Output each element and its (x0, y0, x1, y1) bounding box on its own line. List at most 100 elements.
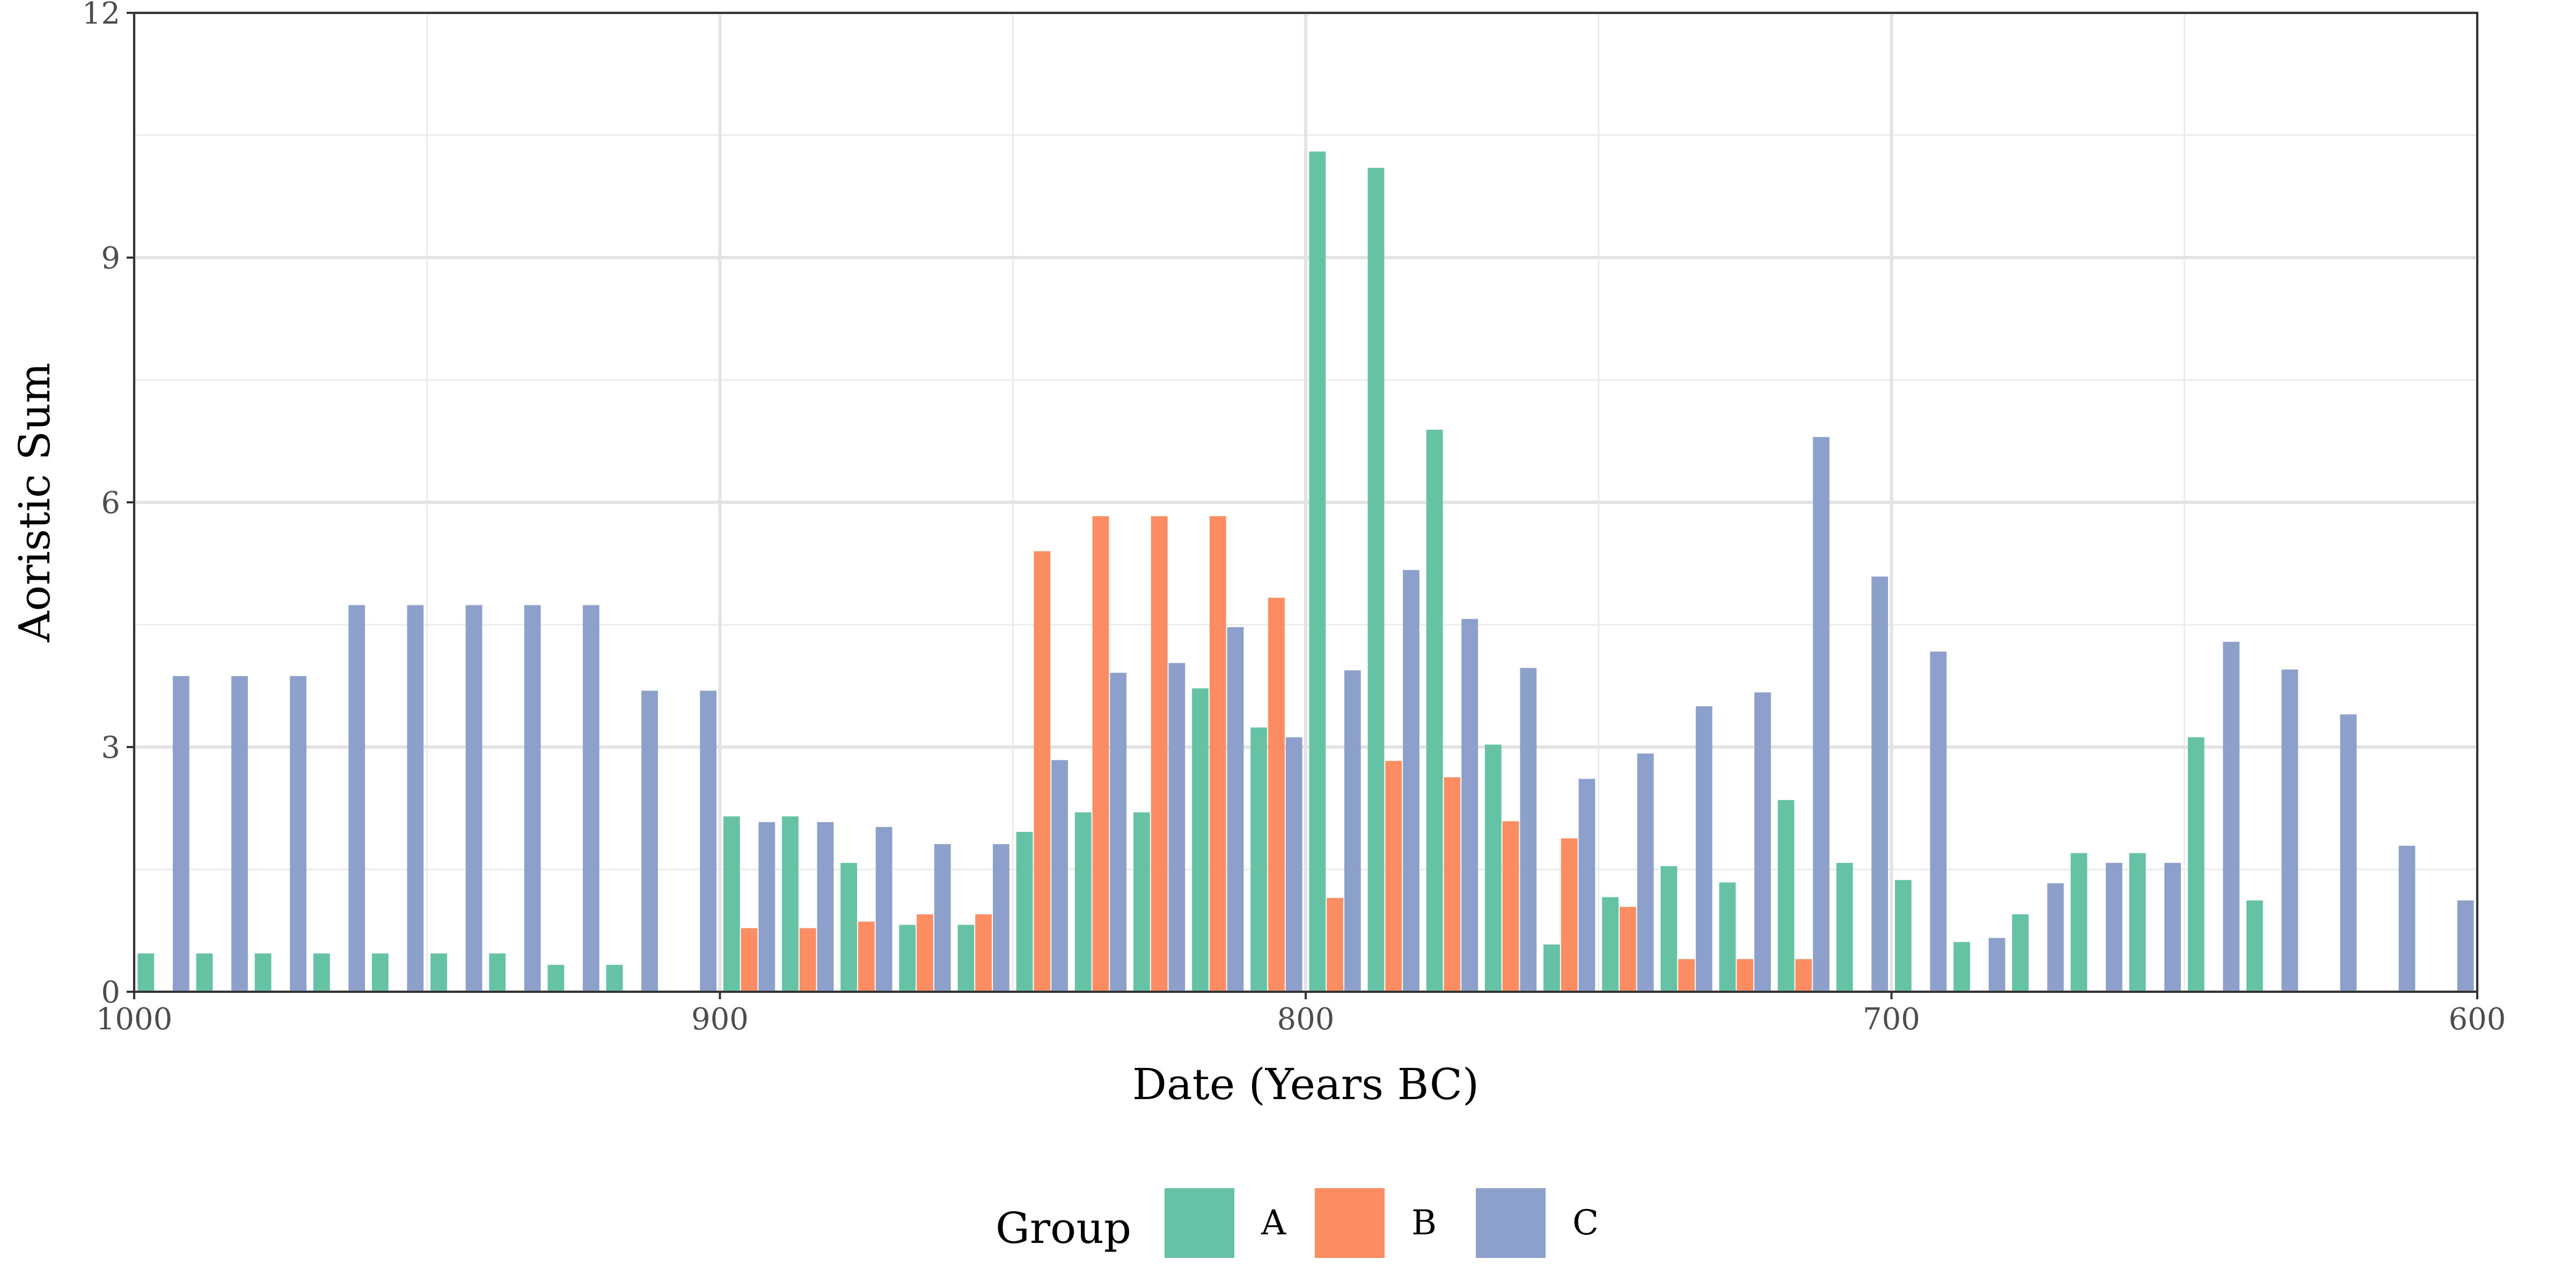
bar-a-865 (899, 925, 916, 992)
bar-a-735 (1660, 866, 1678, 992)
bar-a-745 (1602, 897, 1619, 992)
bar-a-925 (547, 964, 565, 992)
bar-a-935 (489, 953, 506, 992)
bar-a-965 (313, 953, 330, 992)
bar-a-785 (1367, 167, 1385, 992)
bar-b-755 (1561, 838, 1578, 992)
legend-label-b: B (1411, 1203, 1437, 1243)
bar-b-845 (1034, 551, 1051, 992)
bar-b-885 (799, 928, 816, 992)
bar-c-605 (2457, 900, 2474, 992)
bar-c-945 (465, 605, 482, 992)
bar-a-765 (1484, 744, 1502, 992)
bar-c-815 (1227, 627, 1244, 992)
bar-a-975 (254, 953, 272, 992)
bar-a-705 (1836, 862, 1853, 992)
bar-a-805 (1250, 727, 1268, 992)
legend-key-a (1165, 1188, 1234, 1258)
bar-c-995 (172, 676, 189, 992)
bar-a-875 (840, 862, 858, 992)
bar-a-845 (1016, 832, 1033, 992)
bar-c-645 (2223, 641, 2240, 992)
bar-c-805 (1285, 737, 1302, 992)
bar-c-675 (2047, 883, 2064, 992)
bar-c-825 (1168, 663, 1185, 992)
x-tick-label: 700 (1863, 1002, 1920, 1037)
bar-c-925 (582, 605, 599, 992)
bar-b-725 (1737, 959, 1754, 992)
legend-label-a: A (1261, 1203, 1286, 1243)
bar-c-835 (1110, 672, 1127, 992)
y-tick-label: 9 (101, 241, 120, 276)
bar-c-785 (1403, 570, 1419, 992)
bar-b-775 (1444, 777, 1461, 992)
bar-c-635 (2281, 669, 2299, 992)
bar-c-795 (1344, 670, 1361, 992)
bar-c-845 (1051, 760, 1068, 992)
bar-c-705 (1871, 576, 1889, 992)
bar-a-685 (1953, 942, 1970, 992)
x-tick-label: 900 (691, 1002, 749, 1037)
bar-a-645 (2187, 737, 2205, 992)
bar-a-895 (723, 816, 740, 992)
bar-a-675 (2012, 914, 2029, 992)
bar-a-655 (2129, 853, 2146, 992)
y-axis-title: Aoristic Sum (10, 363, 60, 643)
bar-c-615 (2398, 845, 2416, 992)
bar-c-975 (290, 676, 307, 992)
bar-c-745 (1637, 753, 1654, 992)
bar-a-825 (1133, 812, 1150, 992)
legend: Group A B C (996, 1188, 1599, 1258)
bar-c-915 (641, 691, 658, 992)
bar-c-965 (348, 605, 365, 992)
bar-a-985 (196, 953, 213, 992)
bar-c-775 (1461, 619, 1479, 992)
bar-c-665 (2105, 862, 2123, 992)
bar-c-765 (1520, 668, 1537, 992)
bar-c-885 (817, 822, 834, 992)
y-tick-label: 6 (101, 486, 120, 521)
bar-a-635 (2246, 900, 2263, 992)
bar-b-895 (741, 928, 758, 992)
x-tick-label: 800 (1277, 1002, 1335, 1037)
bar-c-725 (1754, 692, 1771, 992)
bar-b-715 (1795, 959, 1812, 992)
bar-a-915 (606, 964, 623, 992)
bar-a-755 (1543, 944, 1560, 992)
bar-b-745 (1619, 906, 1636, 992)
bar-a-885 (782, 816, 799, 992)
legend-key-b (1315, 1188, 1385, 1258)
x-tick-label: 600 (2449, 1002, 2506, 1037)
y-tick-label: 3 (101, 730, 120, 765)
bar-c-685 (1988, 938, 2006, 992)
bar-c-895 (758, 822, 775, 992)
legend-title: Group (996, 1203, 1131, 1253)
x-tick-label: 1000 (96, 1002, 173, 1037)
bar-c-955 (407, 605, 424, 992)
y-tick-label: 12 (82, 0, 120, 31)
bar-c-985 (231, 676, 248, 992)
bar-b-765 (1502, 821, 1519, 992)
bar-a-955 (372, 953, 389, 992)
bar-c-655 (2164, 862, 2181, 992)
bar-a-775 (1426, 429, 1443, 992)
bar-c-625 (2340, 714, 2357, 992)
bar-c-735 (1695, 706, 1713, 992)
bar-c-865 (934, 844, 951, 992)
bar-a-715 (1777, 800, 1795, 992)
bar-b-875 (858, 921, 875, 992)
bar-a-855 (957, 925, 975, 992)
x-axis-title: Date (Years BC) (1132, 1059, 1479, 1109)
bar-b-815 (1209, 516, 1226, 992)
bar-a-815 (1192, 688, 1209, 992)
bar-b-805 (1268, 597, 1285, 992)
bar-c-715 (1813, 437, 1829, 992)
bar-a-695 (1894, 880, 1912, 992)
axis-ticks (127, 12, 2478, 999)
bar-a-995 (137, 953, 155, 992)
bar-c-905 (700, 691, 717, 992)
bar-a-665 (2070, 853, 2088, 992)
bar-a-725 (1719, 882, 1736, 992)
bar-c-755 (1578, 779, 1596, 992)
